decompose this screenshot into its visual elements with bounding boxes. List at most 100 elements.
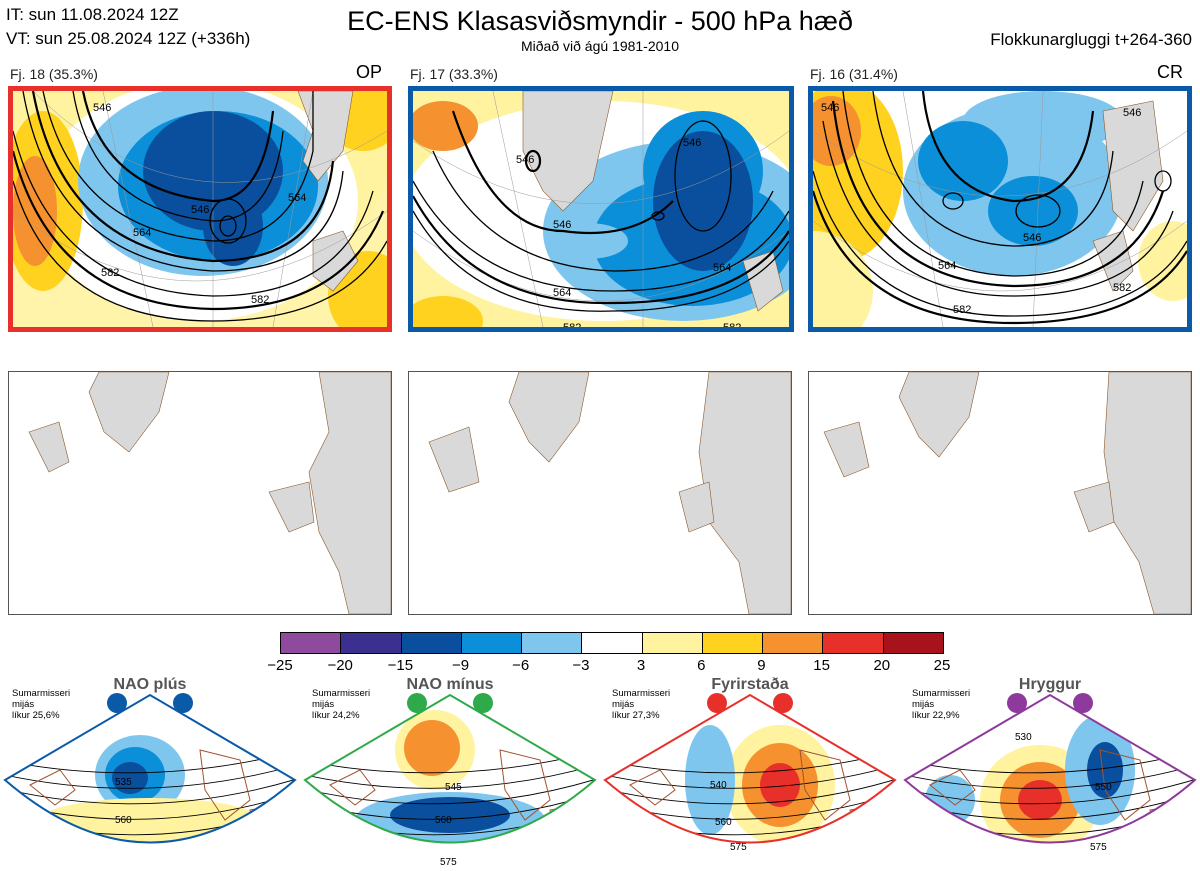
- regime-map: 530 550 575: [903, 693, 1197, 853]
- contour-label: 564: [713, 262, 731, 274]
- contour-label: 535: [115, 777, 132, 788]
- contour-label: 575: [730, 842, 747, 853]
- contour-label: 582: [1113, 282, 1131, 294]
- contour-label: 546: [191, 204, 209, 216]
- colorbar-segment: [281, 633, 341, 653]
- colorbar-segment: [762, 633, 823, 653]
- regime-name: Hryggur: [1018, 676, 1082, 693]
- regime-name: Fyrirstaða: [711, 676, 789, 693]
- cluster-map-1: 546 546 564 564 582 582: [8, 86, 392, 332]
- contour-label: 545: [445, 782, 462, 793]
- contour-label: 582: [953, 304, 971, 316]
- cluster-window: Flokkunargluggi t+264-360: [990, 30, 1192, 49]
- contour-label: 540: [710, 780, 727, 791]
- regime-map: 540 560 575: [603, 693, 897, 853]
- contour-label: 546: [683, 137, 701, 149]
- contour-label: 564: [938, 260, 956, 272]
- contour-label: 550: [1095, 782, 1112, 793]
- contour-label: 530: [1015, 732, 1032, 743]
- regime-info-line: Sumarmisseri: [612, 688, 671, 699]
- initial-time: IT: sun 11.08.2024 12Z: [6, 5, 179, 24]
- cluster-map-3: 546 546 546 564 582 582: [808, 86, 1192, 332]
- regime-info-line: líkur 27,3%: [612, 710, 660, 721]
- regime-marker-dot: [107, 693, 127, 713]
- contour-label: 546: [516, 154, 534, 166]
- background-map-1: [8, 371, 392, 615]
- page-subtitle: Miðað við ágú 1981-2010: [520, 38, 679, 54]
- regime-name: NAO mínus: [406, 676, 494, 693]
- colorbar-tick-label: 3: [636, 657, 646, 674]
- contour-label: 582: [563, 322, 581, 327]
- page-title: EC-ENS Klasasviðsmyndir - 500 hPa hæð: [347, 6, 853, 36]
- colorbar-tick-label: −6: [512, 657, 530, 674]
- colorbar-tick-label: 20: [873, 657, 891, 674]
- regime-info-line: Sumarmisseri: [12, 688, 71, 699]
- colorbar-tick-label: −20: [327, 657, 353, 674]
- colorbar-tick-label: −3: [572, 657, 590, 674]
- contour-label: 560: [115, 815, 132, 826]
- regime-info: Sumarmisseri mijás líkur 22,9%: [912, 688, 970, 721]
- colorbar: [280, 632, 944, 654]
- colorbar-tick-label: −15: [387, 657, 414, 674]
- colorbar-tick-label: −9: [451, 657, 470, 674]
- contour-label: 564: [133, 227, 151, 239]
- regime-info-line: Sumarmisseri: [312, 688, 371, 699]
- colorbar-tick-label: 25: [933, 657, 951, 674]
- cluster-1-tag: OP: [356, 62, 383, 82]
- colorbar-segment: [400, 633, 461, 653]
- colorbar-segment: [521, 633, 582, 653]
- regime-marker-dot: [173, 693, 193, 713]
- contour-label: 564: [288, 192, 306, 204]
- regime-map: 545 560 575: [303, 693, 597, 868]
- cluster-3-label: Fj. 16 (31.4%): [810, 66, 898, 82]
- contour-label: 560: [435, 815, 452, 826]
- colorbar-tick-label: −25: [267, 657, 293, 674]
- colorbar-tick-label: 15: [813, 657, 830, 674]
- regime-info: Sumarmisseri mijás líkur 25,6%: [12, 688, 70, 721]
- colorbar-segment: [882, 633, 943, 653]
- regime-name: NAO plús: [113, 676, 187, 693]
- regime-info-line: líkur 24,2%: [312, 710, 360, 721]
- regime-info-line: mijás: [612, 699, 635, 710]
- valid-time: VT: sun 25.08.2024 12Z (+336h): [6, 29, 251, 48]
- background-map-3: [808, 371, 1192, 615]
- contour-label: 546: [821, 102, 839, 114]
- contour-label: 575: [440, 857, 457, 868]
- colorbar-segment: [340, 633, 401, 653]
- regime-info-line: mijás: [312, 699, 335, 710]
- regime-info-line: líkur 25,6%: [12, 710, 60, 721]
- contour-label: 546: [1023, 232, 1041, 244]
- regime-info-line: mijás: [912, 699, 935, 710]
- regime-marker-dot: [1073, 693, 1093, 713]
- contour-label: 582: [723, 322, 741, 327]
- colorbar-segment: [641, 633, 702, 653]
- contour-label: 582: [101, 267, 119, 279]
- contour-label: 582: [251, 294, 269, 306]
- cluster-3-tag: CR: [1157, 62, 1183, 82]
- regime-info-line: mijás: [12, 699, 35, 710]
- contour-label: 560: [715, 817, 732, 828]
- regime-marker-dot: [707, 693, 727, 713]
- cluster-2-label: Fj. 17 (33.3%): [410, 66, 498, 82]
- cluster-1-label: Fj. 18 (35.3%): [10, 66, 98, 82]
- regime-info: Sumarmisseri mijás líkur 24,2%: [312, 688, 370, 721]
- regime-map: 535 560: [3, 693, 297, 844]
- contour-label: 546: [93, 102, 111, 114]
- regime-marker-dot: [1007, 693, 1027, 713]
- contour-label: 546: [553, 219, 571, 231]
- colorbar-segment: [581, 633, 642, 653]
- regime-info-line: líkur 22,9%: [912, 710, 960, 721]
- regime-info: Sumarmisseri mijás líkur 27,3%: [612, 688, 670, 721]
- regime-marker-dot: [773, 693, 793, 713]
- colorbar-tick-label: 9: [757, 657, 766, 674]
- regime-info-line: Sumarmisseri: [912, 688, 971, 699]
- contour-label: 564: [553, 287, 571, 299]
- colorbar-segment: [460, 633, 522, 653]
- cluster-map-2: 546 546 546 564 564 582 582: [408, 86, 794, 332]
- background-map-2: [408, 371, 792, 615]
- contour-label: 546: [1123, 107, 1141, 119]
- colorbar-segment: [822, 633, 883, 653]
- regime-marker-dot: [473, 693, 493, 713]
- colorbar-segment: [701, 633, 763, 653]
- colorbar-tick-label: 6: [697, 657, 706, 674]
